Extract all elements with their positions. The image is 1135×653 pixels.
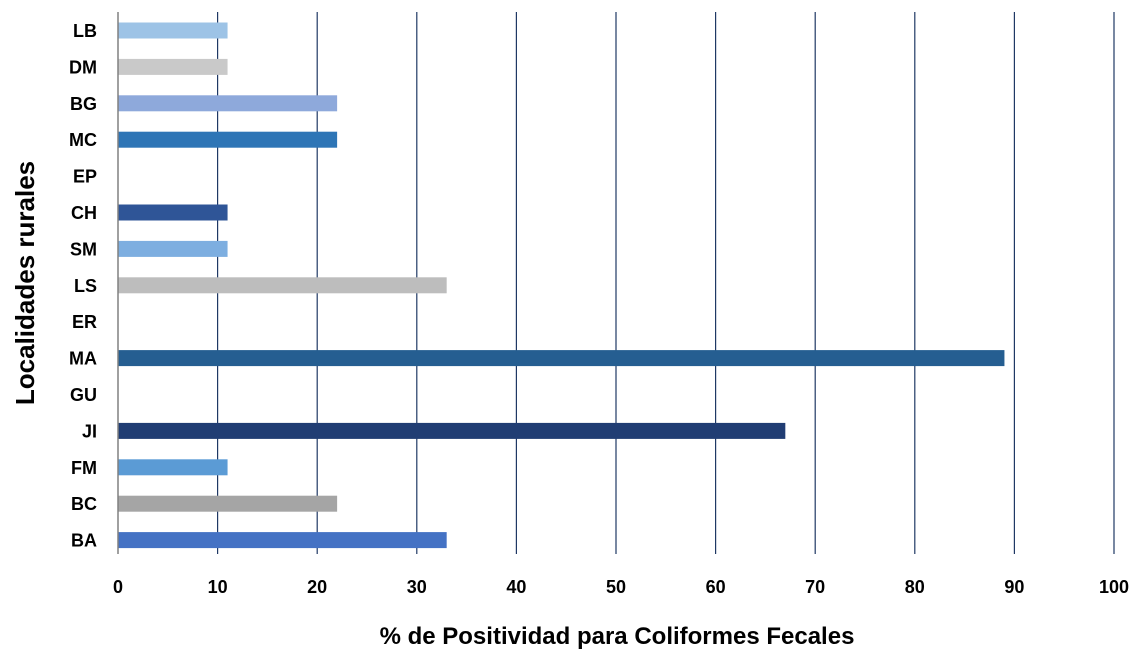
category-label: DM xyxy=(69,57,97,77)
category-label: BA xyxy=(71,531,97,551)
category-label: JI xyxy=(82,421,97,441)
x-tick-label: 80 xyxy=(905,577,925,597)
bar xyxy=(118,350,1005,367)
x-axis-title: % de Positividad para Coliformes Fecales xyxy=(380,623,855,650)
category-label: CH xyxy=(71,203,97,223)
category-label: MA xyxy=(69,349,97,369)
x-tick-labels: 0 10 20 30 40 50 60 70 80 90 100 xyxy=(113,577,1129,597)
x-tick-label: 20 xyxy=(307,577,327,597)
category-label: LB xyxy=(73,21,97,41)
category-label: FM xyxy=(71,458,97,478)
bar xyxy=(118,532,447,549)
x-tick-label: 60 xyxy=(706,577,726,597)
category-labels: LB DM BG MC EP CH SM LS ER MA GU JI FM BC BA xyxy=(69,21,97,551)
category-label: ER xyxy=(72,312,97,332)
x-tick-label: 40 xyxy=(506,577,526,597)
category-label: SM xyxy=(70,239,97,259)
x-tick-label: 10 xyxy=(208,577,228,597)
category-label: LS xyxy=(74,276,97,296)
y-axis-title: Localidades rurales xyxy=(10,161,40,405)
bar xyxy=(118,58,228,75)
category-label: BG xyxy=(70,94,97,114)
x-tick-label: 50 xyxy=(606,577,626,597)
bar xyxy=(118,204,228,221)
category-label: GU xyxy=(70,385,97,405)
bar xyxy=(118,495,338,512)
category-label: BC xyxy=(71,494,97,514)
bar xyxy=(118,277,447,294)
bar xyxy=(118,459,228,476)
category-label: EP xyxy=(73,167,97,187)
x-tick-label: 90 xyxy=(1004,577,1024,597)
bar xyxy=(118,22,228,39)
bars xyxy=(118,22,1005,549)
bar xyxy=(118,95,338,112)
x-tick-label: 30 xyxy=(407,577,427,597)
x-tick-label: 0 xyxy=(113,577,123,597)
bar xyxy=(118,131,338,148)
category-label: MC xyxy=(69,130,97,150)
bar xyxy=(118,422,786,439)
bar xyxy=(118,240,228,257)
x-tick-label: 70 xyxy=(805,577,825,597)
x-tick-label: 100 xyxy=(1099,577,1129,597)
